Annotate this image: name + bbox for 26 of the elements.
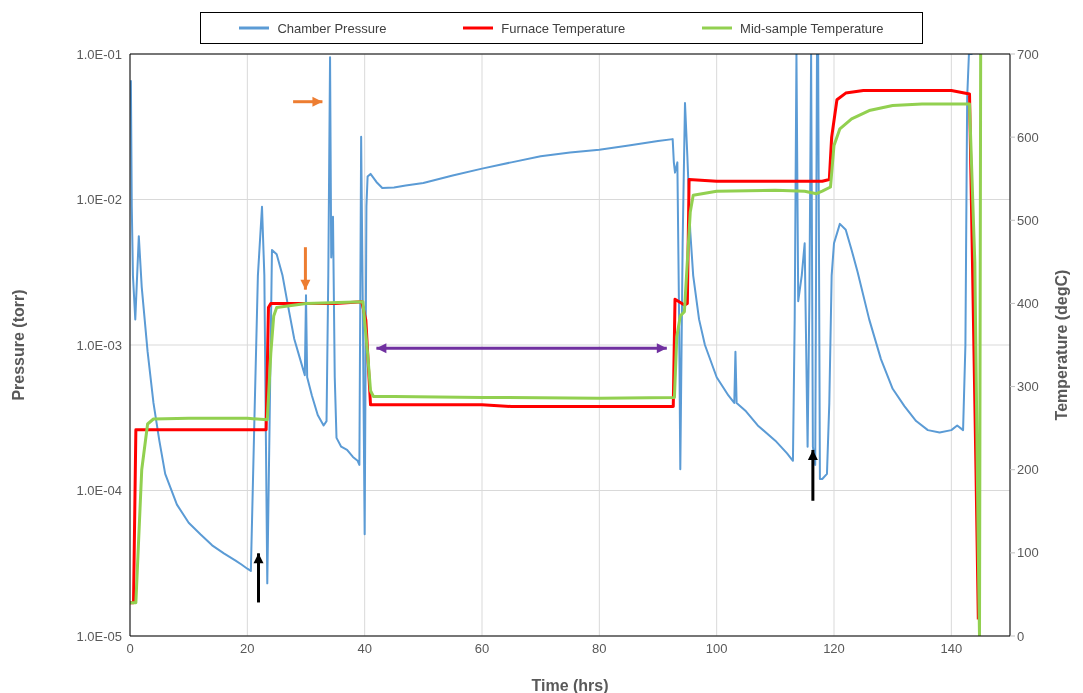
y2-tick-label: 400 [1017,296,1039,312]
y-tick-label: 1.0E-03 [76,337,122,353]
x-tick-label: 60 [474,641,490,657]
y2-tick-label: 0 [1017,628,1025,644]
y2-tick-label: 600 [1017,129,1039,145]
x-tick-label: 120 [823,641,845,657]
x-tick-label: 0 [126,641,134,657]
x-tick-label: 40 [357,641,372,657]
x-tick-label: 100 [705,641,728,657]
y2-tick-label: 200 [1017,462,1039,478]
y2-tick-label: 100 [1017,545,1039,561]
y2-tick-label: 300 [1017,379,1039,395]
x-tick-label: 20 [240,641,255,657]
y-tick-label: 1.0E-05 [76,628,122,644]
x-tick-label: 140 [940,641,963,657]
y-axis-title: Pressure (torr) [9,289,27,401]
y-tick-label: 1.0E-01 [76,46,122,62]
x-tick-label: 80 [592,641,607,657]
y2-axis-title: Temperature (degC) [1052,269,1070,421]
y2-tick-label: 700 [1017,46,1039,62]
y-tick-label: 1.0E-02 [76,192,122,208]
y2-tick-label: 500 [1017,212,1039,228]
legend-label: Furnace Temperature [501,20,626,36]
y-tick-label: 1.0E-04 [76,483,122,499]
legend-label: Mid-sample Temperature [740,20,884,36]
legend-label: Chamber Pressure [277,20,387,36]
